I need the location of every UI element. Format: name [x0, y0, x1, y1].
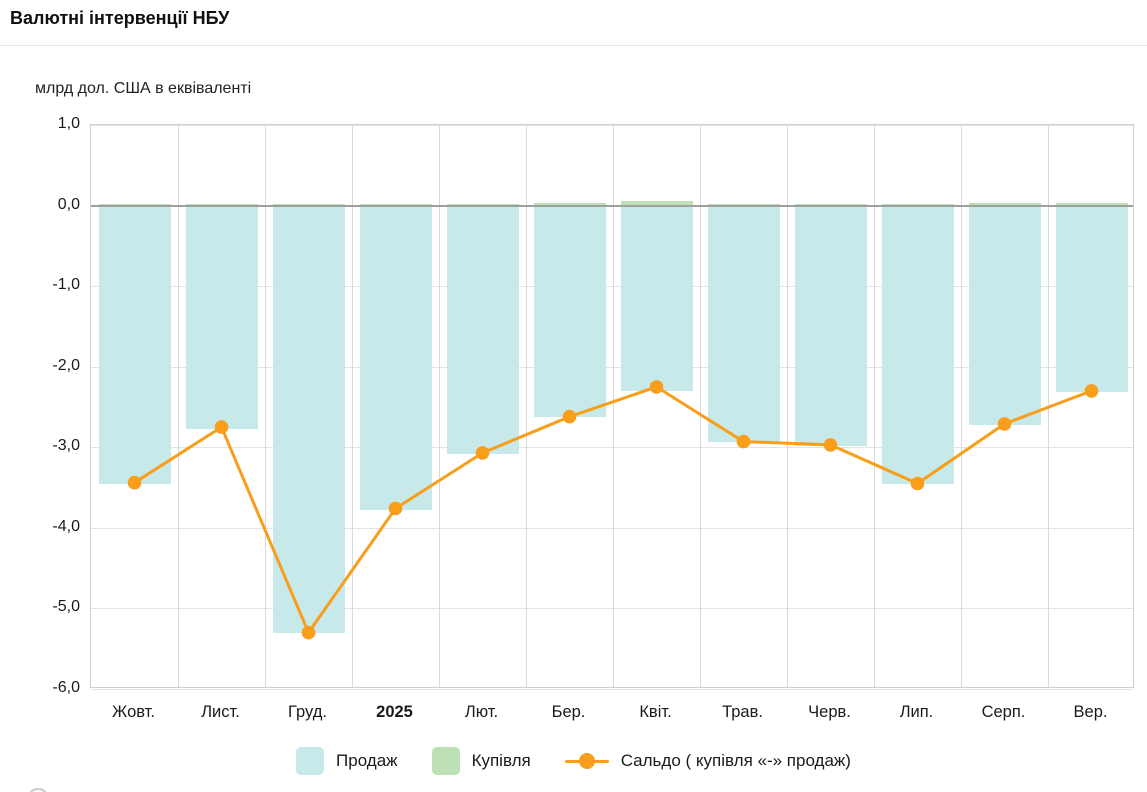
balance-line-series	[127, 380, 1099, 640]
x-axis-label: 2025	[376, 703, 413, 721]
gridline	[874, 125, 875, 687]
gridline	[613, 125, 614, 687]
sale-bar[interactable]	[272, 205, 345, 634]
sale-bar[interactable]	[620, 205, 693, 391]
legend-label-sale: Продаж	[336, 751, 398, 770]
sale-bar[interactable]	[968, 205, 1041, 425]
x-axis-label: Груд.	[288, 703, 327, 721]
sale-bar[interactable]	[359, 205, 432, 511]
sale-bar[interactable]	[1055, 205, 1128, 392]
sale-bar[interactable]	[185, 205, 258, 429]
x-axis-label: Серп.	[981, 703, 1026, 721]
help-button-partial[interactable]	[27, 788, 49, 792]
gridline	[526, 125, 527, 687]
legend-item-sale[interactable]: Продаж	[296, 747, 398, 775]
balance-point[interactable]	[301, 625, 316, 640]
y-axis-unit-label: млрд дол. США в еквіваленті	[35, 80, 252, 97]
page-title: Валютні інтервенції НБУ	[10, 8, 230, 28]
balance-point[interactable]	[649, 380, 664, 394]
gridline	[265, 125, 266, 687]
gridline	[91, 286, 1133, 288]
gridline	[91, 689, 1133, 690]
sale-bar[interactable]	[794, 205, 867, 446]
gridline	[439, 125, 440, 687]
y-axis-label: -2,0	[52, 356, 80, 374]
x-axis-label: Лист.	[201, 703, 240, 721]
y-axis-label: -4,0	[52, 517, 80, 535]
y-axis-label: -6,0	[52, 679, 80, 696]
balance-point[interactable]	[562, 409, 577, 424]
balance-point[interactable]	[736, 434, 751, 449]
x-axis-label: Бер.	[551, 703, 586, 721]
balance-point[interactable]	[127, 475, 142, 490]
balance-point[interactable]	[1084, 384, 1099, 398]
gridline	[91, 527, 1133, 529]
y-axis-label: 0,0	[57, 195, 80, 213]
y-axis-label: -1,0	[52, 276, 80, 294]
x-axis-label: Квіт.	[639, 703, 672, 721]
y-axis-label: -3,0	[52, 437, 80, 455]
balance-point[interactable]	[823, 438, 838, 452]
x-axis-label: Лип.	[899, 703, 934, 721]
x-axis-label: Жовт.	[112, 703, 155, 721]
legend-item-balance[interactable]: Сальдо ( купівля «-» продаж)	[564, 747, 851, 775]
sale-swatch-icon	[296, 747, 325, 775]
purchase-bar[interactable]	[620, 200, 693, 208]
gridline	[91, 366, 1133, 368]
x-axis-label: Черв.	[808, 703, 851, 721]
gridline	[91, 125, 1133, 126]
balance-point[interactable]	[388, 501, 403, 516]
sale-bar[interactable]	[707, 205, 780, 443]
gridline	[178, 125, 179, 687]
legend-item-purchase[interactable]: Купівля	[431, 747, 531, 775]
x-axis-label: Вер.	[1073, 703, 1108, 721]
sale-bar[interactable]	[98, 205, 171, 484]
balance-point[interactable]	[997, 417, 1012, 431]
balance-point[interactable]	[214, 420, 229, 434]
balance-line	[133, 385, 1093, 636]
y-axis-label: 1,0	[57, 115, 80, 132]
x-axis-label: Лют.	[464, 703, 499, 721]
gridline	[961, 125, 962, 687]
gridline	[700, 125, 701, 687]
gridline	[787, 125, 788, 687]
chart-legend: Продаж Купівля Сальдо ( купівля «-» прод…	[0, 747, 1147, 775]
sale-bar[interactable]	[533, 205, 606, 418]
legend-label-purchase: Купівля	[471, 751, 531, 770]
gridline	[352, 125, 353, 687]
sale-bar[interactable]	[881, 205, 954, 485]
sale-bar[interactable]	[446, 205, 519, 454]
gridline	[91, 447, 1133, 449]
title-separator	[0, 45, 1147, 46]
purchase-swatch-icon	[431, 747, 460, 775]
balance-point[interactable]	[910, 476, 925, 491]
balance-point[interactable]	[475, 446, 490, 460]
plot-area	[90, 124, 1134, 690]
zero-gridline	[91, 204, 1133, 207]
y-axis-label: -5,0	[52, 598, 80, 616]
x-axis-label: Трав.	[722, 703, 763, 721]
gridline	[91, 608, 1133, 610]
balance-line-icon	[564, 747, 609, 775]
legend-label-balance: Сальдо ( купівля «-» продаж)	[620, 751, 851, 770]
